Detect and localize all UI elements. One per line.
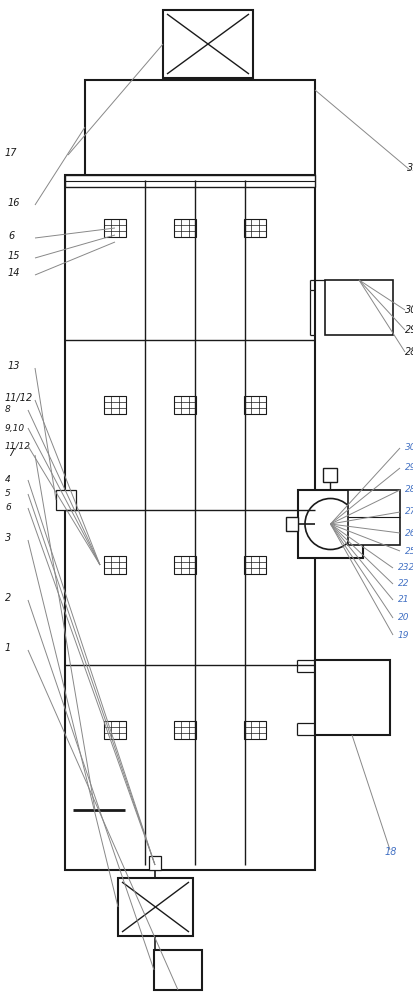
Bar	[118, 878, 193, 936]
Text: 13: 13	[8, 361, 21, 371]
Bar	[325, 280, 393, 335]
Text: 2324: 2324	[398, 564, 413, 572]
Text: 30: 30	[405, 305, 413, 315]
Text: 28: 28	[405, 486, 413, 494]
Bar	[348, 490, 400, 545]
Bar	[286, 517, 298, 531]
Text: 31: 31	[407, 163, 413, 173]
Text: 11/12: 11/12	[5, 442, 31, 450]
Text: 16: 16	[8, 198, 21, 208]
Text: 28: 28	[405, 347, 413, 357]
Bar	[174, 556, 196, 574]
Text: 6: 6	[8, 231, 14, 241]
Bar	[244, 219, 266, 237]
Bar	[154, 950, 202, 990]
Bar	[104, 556, 126, 574]
Bar	[174, 219, 196, 237]
Text: 1: 1	[5, 643, 11, 653]
Bar	[174, 396, 196, 414]
Text: 29: 29	[405, 464, 413, 473]
Bar	[163, 10, 253, 78]
Text: 15: 15	[8, 251, 21, 261]
Text: 18: 18	[385, 847, 397, 857]
Bar	[323, 468, 337, 482]
Bar	[298, 490, 363, 558]
Text: 6: 6	[5, 504, 11, 512]
Text: 30: 30	[405, 444, 413, 452]
Bar	[65, 175, 315, 870]
Text: 8: 8	[5, 406, 11, 414]
Text: 27: 27	[405, 508, 413, 516]
Text: 29: 29	[405, 325, 413, 335]
Text: 20: 20	[398, 613, 410, 622]
Bar	[244, 396, 266, 414]
Bar	[244, 556, 266, 574]
Bar	[315, 660, 390, 735]
Bar	[104, 396, 126, 414]
Text: 25: 25	[405, 546, 413, 556]
Text: 17: 17	[5, 148, 17, 158]
Text: 2: 2	[5, 593, 11, 603]
Text: 22: 22	[398, 580, 410, 588]
Text: 14: 14	[8, 268, 21, 278]
Text: 7: 7	[8, 448, 14, 458]
Text: 26: 26	[405, 528, 413, 538]
Text: 11/12: 11/12	[5, 393, 33, 403]
Bar	[174, 721, 196, 739]
Text: 4: 4	[5, 476, 11, 485]
Bar	[149, 856, 161, 870]
Bar	[56, 490, 76, 510]
Text: 9,10: 9,10	[5, 424, 25, 432]
Text: 21: 21	[398, 595, 410, 604]
Bar	[244, 721, 266, 739]
Bar	[104, 219, 126, 237]
Bar	[65, 175, 315, 187]
Text: 5: 5	[5, 489, 11, 498]
Text: 19: 19	[398, 631, 410, 640]
Bar	[85, 80, 315, 175]
Text: 3: 3	[5, 533, 11, 543]
Bar	[104, 721, 126, 739]
